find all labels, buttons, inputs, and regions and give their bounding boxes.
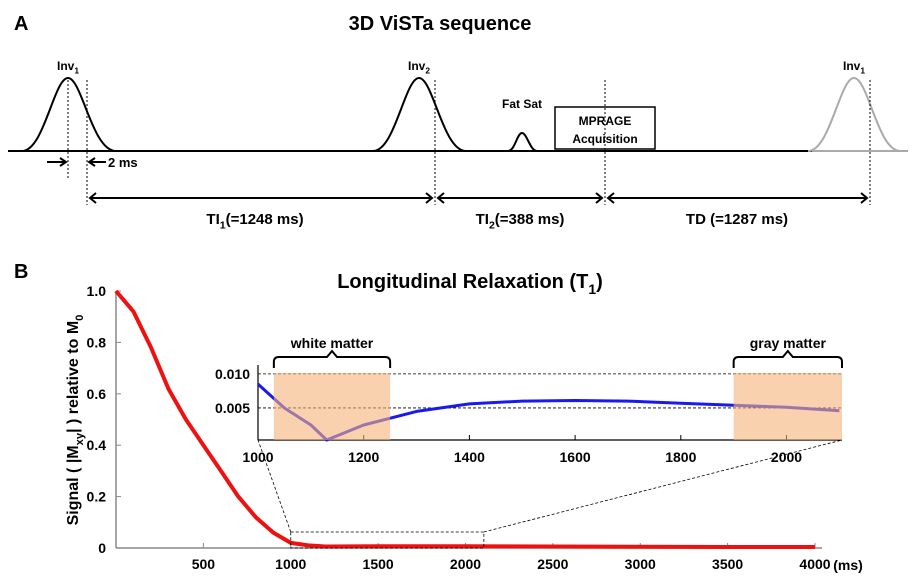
subscript: 1 (74, 66, 79, 76)
panel-label: B (14, 261, 28, 283)
gap-label: 2 ms (108, 155, 138, 170)
text-part: | ) relative to M (65, 321, 82, 433)
x-tick-label: 1500 (363, 556, 394, 572)
text-part: (=388 ms) (495, 211, 565, 228)
pulse-inv1 (21, 76, 117, 152)
zoom-link (257, 439, 292, 533)
arrow (87, 157, 106, 167)
arrow (88, 192, 434, 204)
x-tick-label: 1800 (665, 449, 696, 465)
arrows (47, 157, 869, 204)
arrow (436, 192, 604, 204)
brace (732, 349, 843, 368)
pulse-label: Inv1 (57, 59, 79, 76)
markers (67, 80, 871, 205)
y-tick-label: 0.4 (87, 437, 107, 453)
chart-title: Longitudinal Relaxation (T1) (337, 271, 603, 297)
x-tick-label: 1000 (242, 449, 273, 465)
y-axis-label: Signal ( |Mxy| ) relative to M0 (65, 315, 86, 526)
subscript: xy (74, 432, 86, 445)
y-tick-label: 0.010 (215, 366, 250, 382)
brace (272, 349, 392, 368)
zoom-link (483, 439, 843, 533)
x-tick-label: 3500 (712, 556, 743, 572)
x-tick-label: 2000 (450, 556, 481, 572)
x-tick-label: 2500 (537, 556, 568, 572)
subscript: 2 (425, 66, 430, 76)
x-tick-label: 1200 (348, 449, 379, 465)
x-tick-label: 4000 (799, 556, 830, 572)
y-tick-label: 0.005 (215, 400, 250, 416)
text-part: (=1248 ms) (226, 211, 304, 228)
acquisition-label: MPRAGE (579, 114, 632, 128)
text-part: Inv (408, 59, 426, 73)
subscript: 0 (74, 315, 86, 321)
region-label: white matter (290, 335, 374, 351)
text-part: TI (206, 211, 219, 228)
signal-curve (114, 289, 815, 549)
pulse-label: Inv1 (843, 59, 865, 76)
y-tick-label: 1.0 (87, 283, 107, 299)
text-part: Signal ( |M (65, 445, 82, 525)
region (733, 373, 842, 440)
x-tick-label: 1000 (275, 556, 306, 572)
acquisition-label: Acquisition (572, 132, 637, 146)
text-part: Inv (57, 59, 75, 73)
x-tick-label: 1600 (560, 449, 591, 465)
y-tick-label: 0 (98, 540, 106, 556)
subscript: 1 (220, 220, 226, 232)
text-part: Longitudinal Relaxation (T (337, 271, 588, 293)
arrow (47, 157, 68, 167)
interval-label: TD (=1287 ms) (686, 211, 788, 228)
zoom-box (290, 531, 485, 549)
subscript: 1 (588, 281, 596, 297)
pulse-label: Fat Sat (502, 97, 542, 111)
y-tick-label: 0.2 (87, 489, 107, 505)
title: 3D ViSTa sequence (349, 13, 532, 35)
arrow (606, 192, 869, 204)
x-tick-label: 1400 (454, 449, 485, 465)
plot: 0 0.2 0.4 0.6 0.8 1.0 500 1000 1500 2000 2500 3000 3… (87, 283, 843, 572)
region-label: gray matter (750, 335, 827, 351)
interval-label: TI1(=1248 ms) (206, 211, 303, 232)
pulse-fatsat (507, 131, 538, 152)
panel-a (8, 76, 908, 205)
text-part: Fat Sat (502, 97, 542, 111)
pulse-label: Inv2 (408, 59, 430, 76)
x-unit: (ms) (833, 557, 863, 573)
y-tick-label: 0.8 (87, 334, 107, 350)
text-part: TI (476, 211, 489, 228)
x-tick-label: 3000 (625, 556, 656, 572)
text-part: ) (596, 271, 603, 293)
text-part: Inv (843, 59, 861, 73)
pulse-inv1-next (807, 76, 901, 152)
panel-label: A (14, 13, 28, 35)
x-tick-label: 2000 (771, 449, 802, 465)
subscript: 2 (489, 220, 495, 232)
interval-label: TI2(=388 ms) (476, 211, 565, 232)
pulse-inv2 (372, 76, 467, 152)
x-tick-label: 500 (192, 556, 216, 572)
y-tick-label: 0.6 (87, 386, 107, 402)
text-part: TD (=1287 ms) (686, 211, 788, 228)
region (273, 373, 391, 440)
subscript: 1 (860, 66, 865, 76)
